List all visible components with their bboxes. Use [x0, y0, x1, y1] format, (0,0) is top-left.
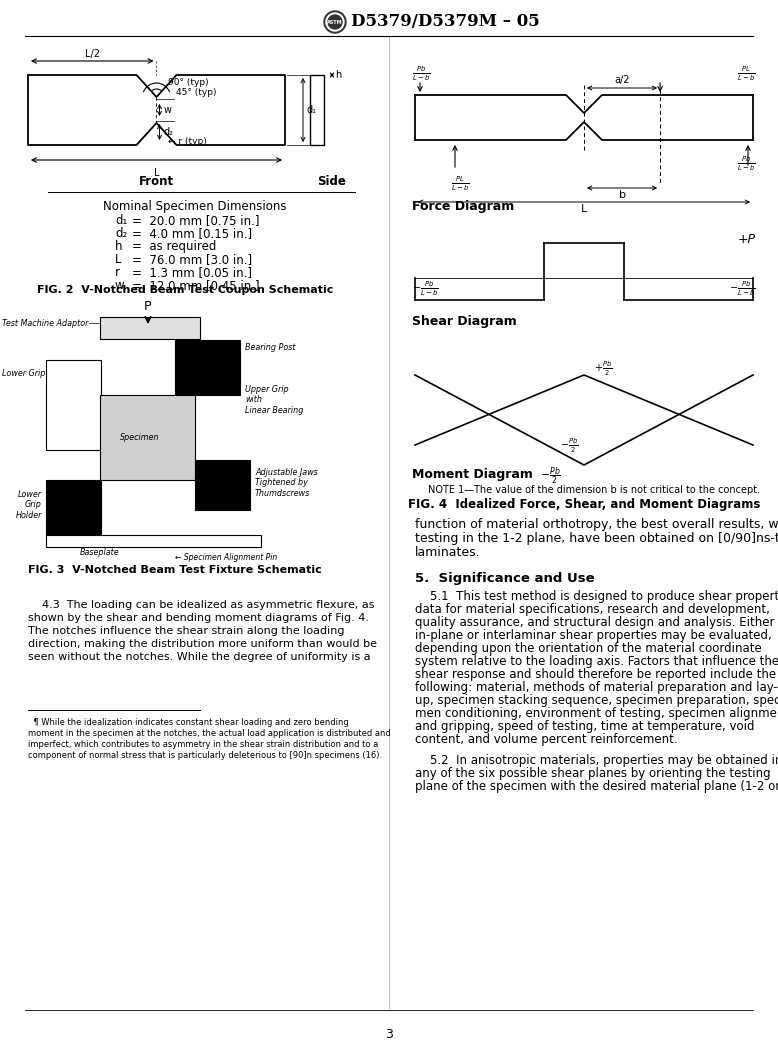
Text: =  4.0 mm [0.15 in.]: = 4.0 mm [0.15 in.]: [132, 227, 252, 240]
Circle shape: [324, 11, 346, 33]
Text: Side: Side: [317, 175, 346, 188]
Text: quality assurance, and structural design and analysis. Either: quality assurance, and structural design…: [415, 616, 775, 629]
Text: 45° (typ): 45° (typ): [177, 88, 217, 97]
Text: 3: 3: [385, 1029, 393, 1041]
Text: moment in the specimen at the notches, the actual load application is distribute: moment in the specimen at the notches, t…: [28, 729, 391, 738]
Text: =  76.0 mm [3.0 in.]: = 76.0 mm [3.0 in.]: [132, 253, 252, 266]
Text: data for material specifications, research and development,: data for material specifications, resear…: [415, 603, 770, 616]
Bar: [100, 318, 200, 339]
Circle shape: [328, 15, 342, 29]
Text: Lower Grip: Lower Grip: [2, 369, 45, 378]
Text: plane of the specimen with the desired material plane (1-2 or: plane of the specimen with the desired m…: [415, 780, 778, 793]
Text: d₂: d₂: [115, 227, 128, 240]
Text: $-\frac{Pb}{L-b}$: $-\frac{Pb}{L-b}$: [729, 279, 756, 298]
Text: h: h: [335, 70, 342, 80]
Text: up, specimen stacking sequence, specimen preparation, speci-: up, specimen stacking sequence, specimen…: [415, 694, 778, 707]
Text: $-\frac{Pb}{L-b}$: $-\frac{Pb}{L-b}$: [412, 279, 439, 298]
Text: Nominal Specimen Dimensions: Nominal Specimen Dimensions: [103, 200, 287, 213]
Text: Force Diagram: Force Diagram: [412, 200, 514, 213]
Text: L/2: L/2: [85, 49, 100, 59]
Circle shape: [326, 12, 344, 31]
Text: ← Specimen Alignment Pin: ← Specimen Alignment Pin: [175, 553, 277, 562]
Bar: [46, 480, 101, 535]
Text: FIG. 2  V-Notched Beam Test Coupon Schematic: FIG. 2 V-Notched Beam Test Coupon Schema…: [37, 285, 333, 295]
Text: function of material orthotropy, the best overall results, when: function of material orthotropy, the bes…: [415, 518, 778, 531]
Text: r: r: [115, 266, 120, 279]
Text: any of the six possible shear planes by orienting the testing: any of the six possible shear planes by …: [415, 767, 771, 780]
Text: L: L: [581, 204, 587, 214]
Text: d₂: d₂: [163, 127, 173, 137]
Bar: [100, 395, 195, 480]
Text: ASTM: ASTM: [328, 20, 343, 25]
Text: Front: Front: [139, 175, 174, 188]
Text: testing in the 1-2 plane, have been obtained on [0/90]ns-type: testing in the 1-2 plane, have been obta…: [415, 532, 778, 545]
Text: content, and volume percent reinforcement.: content, and volume percent reinforcemen…: [415, 733, 678, 746]
Text: NOTE 1—The value of the dimension b is not critical to the concept.: NOTE 1—The value of the dimension b is n…: [428, 485, 760, 496]
Text: laminates.: laminates.: [415, 545, 481, 559]
Bar: [310, 75, 324, 145]
Text: b: b: [619, 191, 626, 200]
Text: D5379/D5379M – 05: D5379/D5379M – 05: [351, 14, 540, 30]
Text: =  20.0 mm [0.75 in.]: = 20.0 mm [0.75 in.]: [132, 214, 260, 227]
Bar: [46, 535, 261, 547]
Text: $-\frac{Pb}{2}$: $-\frac{Pb}{2}$: [540, 466, 561, 487]
Text: Specimen: Specimen: [121, 433, 159, 442]
Text: h: h: [115, 240, 122, 253]
Text: Bearing Post: Bearing Post: [245, 342, 296, 352]
Text: shear response and should therefore be reported include the: shear response and should therefore be r…: [415, 668, 776, 681]
Text: shown by the shear and bending moment diagrams of Fig. 4.: shown by the shear and bending moment di…: [28, 613, 369, 623]
Text: L: L: [115, 253, 121, 266]
Text: depending upon the orientation of the material coordinate: depending upon the orientation of the ma…: [415, 642, 762, 655]
Text: =  as required: = as required: [132, 240, 216, 253]
Text: 90° (typ): 90° (typ): [169, 78, 209, 87]
Text: Moment Diagram: Moment Diagram: [412, 468, 533, 481]
Text: $\frac{Pb}{L-b}$: $\frac{Pb}{L-b}$: [738, 155, 756, 173]
Text: and gripping, speed of testing, time at temperature, void: and gripping, speed of testing, time at …: [415, 720, 755, 733]
Text: 5.1  This test method is designed to produce shear property: 5.1 This test method is designed to prod…: [415, 590, 778, 603]
Text: $\frac{PL}{L-b}$: $\frac{PL}{L-b}$: [738, 65, 756, 83]
Text: a/2: a/2: [615, 75, 629, 85]
Text: d₁: d₁: [115, 214, 128, 227]
Text: ¶ While the idealization indicates constant shear loading and zero bending: ¶ While the idealization indicates const…: [28, 718, 349, 727]
Text: system relative to the loading axis. Factors that influence the: system relative to the loading axis. Fac…: [415, 655, 778, 668]
Text: 5.  Significance and Use: 5. Significance and Use: [415, 572, 594, 585]
Text: FIG. 4  Idealized Force, Shear, and Moment Diagrams: FIG. 4 Idealized Force, Shear, and Momen…: [408, 498, 760, 511]
Text: +P: +P: [738, 233, 756, 246]
Text: =  12.0 mm [0.45 in.]: = 12.0 mm [0.45 in.]: [132, 279, 260, 291]
Text: imperfect, which contributes to asymmetry in the shear strain distribution and t: imperfect, which contributes to asymmetr…: [28, 740, 378, 750]
Text: $\frac{Pb}{L-b}$: $\frac{Pb}{L-b}$: [412, 65, 430, 83]
Text: Lower
Grip
Holder: Lower Grip Holder: [16, 490, 42, 519]
Text: P: P: [144, 300, 152, 313]
Bar: [175, 340, 240, 395]
Text: The notches influence the shear strain along the loading: The notches influence the shear strain a…: [28, 626, 345, 636]
Text: w: w: [163, 105, 171, 115]
Text: w: w: [115, 279, 124, 291]
Text: seen without the notches. While the degree of uniformity is a: seen without the notches. While the degr…: [28, 652, 370, 662]
Text: Adjustable Jaws
Tightened by
Thumdscrews: Adjustable Jaws Tightened by Thumdscrews: [255, 468, 317, 498]
Text: $+\frac{Pb}{2}$: $+\frac{Pb}{2}$: [594, 360, 612, 378]
Text: 4.3  The loading can be idealized as asymmetric flexure, as: 4.3 The loading can be idealized as asym…: [28, 600, 374, 610]
Text: Baseplate: Baseplate: [80, 548, 120, 557]
Text: component of normal stress that is particularly deleterious to [90]n specimens (: component of normal stress that is parti…: [28, 751, 382, 760]
Text: direction, making the distribution more uniform than would be: direction, making the distribution more …: [28, 639, 377, 649]
Text: Shear Diagram: Shear Diagram: [412, 315, 517, 328]
Text: in-plane or interlaminar shear properties may be evaluated,: in-plane or interlaminar shear propertie…: [415, 629, 772, 642]
Bar: [46, 360, 101, 450]
Text: Test Machine Adaptor: Test Machine Adaptor: [2, 319, 88, 328]
Text: 5.2  In anisotropic materials, properties may be obtained in: 5.2 In anisotropic materials, properties…: [415, 754, 778, 767]
Text: Upper Grip
with
Linear Bearing: Upper Grip with Linear Bearing: [245, 385, 303, 414]
Text: ← r (typ): ← r (typ): [169, 136, 207, 146]
Text: =  1.3 mm [0.05 in.]: = 1.3 mm [0.05 in.]: [132, 266, 252, 279]
Text: men conditioning, environment of testing, specimen alignment: men conditioning, environment of testing…: [415, 707, 778, 720]
Text: L: L: [154, 168, 159, 178]
Text: d₁: d₁: [307, 105, 317, 115]
Text: following: material, methods of material preparation and lay-: following: material, methods of material…: [415, 681, 778, 694]
Text: $\frac{PL}{L-b}$: $\frac{PL}{L-b}$: [450, 175, 469, 194]
Bar: [195, 460, 250, 510]
Text: FIG. 3  V-Notched Beam Test Fixture Schematic: FIG. 3 V-Notched Beam Test Fixture Schem…: [28, 565, 322, 575]
Text: $-\frac{Pb}{2}$: $-\frac{Pb}{2}$: [560, 437, 579, 455]
